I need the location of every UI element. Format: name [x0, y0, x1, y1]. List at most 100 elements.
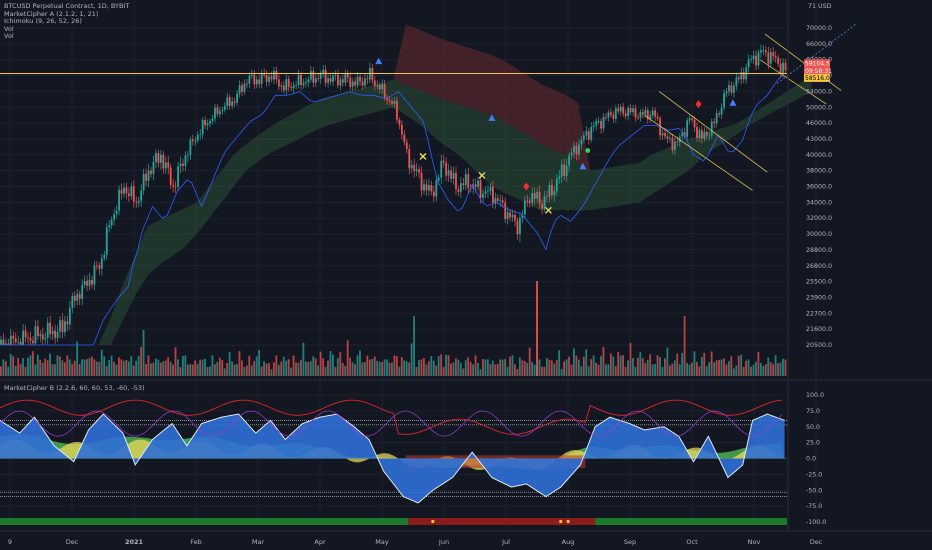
volume-bar [590, 359, 593, 376]
volume-bar [260, 366, 263, 376]
triangle-marker [729, 99, 737, 106]
candle-body [462, 183, 465, 185]
indicator-label[interactable]: Ichimoku (9, 26, 52, 26) [4, 17, 82, 26]
volume-bar [629, 342, 632, 376]
candle-body [354, 81, 357, 86]
candle-body [676, 141, 679, 143]
volume-bar [164, 360, 167, 376]
candle-body [216, 107, 219, 115]
candle-body [400, 124, 403, 135]
x-marker [544, 206, 552, 214]
price-tick-label: 20500.0 [806, 342, 832, 349]
time-tick-label: Dec [66, 538, 79, 546]
price-tick-label: 28800.0 [806, 247, 832, 254]
time-axis[interactable]: 9 Dec 2021 Feb Mar Apr May Jun Jul Aug Sep Oct Nov De… [0, 530, 932, 546]
candle-body [521, 214, 524, 218]
candle-body [418, 169, 420, 173]
volume-bar [742, 366, 745, 376]
volume-bar [268, 362, 270, 376]
candle-body [649, 115, 652, 120]
candle-body [218, 110, 221, 115]
candle-body [646, 110, 649, 120]
volume-bar [654, 363, 656, 376]
volume-bar [442, 366, 445, 376]
volume-bar [720, 359, 723, 376]
oscillator-legend[interactable]: MarketCipher B (2.2.6, 60, 60, 53, -60, … [4, 384, 145, 392]
volume-bar [263, 361, 265, 376]
volume-bar [118, 357, 120, 376]
candle-body [292, 85, 295, 89]
candle-body [713, 121, 716, 124]
candle-body [248, 75, 251, 84]
candle-body [297, 74, 300, 86]
oscillator-axis[interactable]: 100.0 75.0 50.0 25.0 0.0 -25.0 -50.0 -75.0 -100.… [806, 392, 826, 526]
candle-body [238, 85, 241, 94]
candle-body [307, 79, 310, 83]
volume-bar [700, 356, 703, 376]
volume-bar [479, 369, 482, 376]
volume-bar [570, 364, 573, 376]
candle-body [430, 185, 433, 192]
candle-body [68, 307, 71, 325]
volume-bar [46, 360, 49, 376]
symbol-title[interactable]: BTCUSD Perpetual Contract, 1D, BYBIT [4, 2, 130, 10]
volume-bar [656, 355, 659, 376]
volume-bar [708, 362, 711, 376]
candle-body [560, 164, 563, 177]
candle-body [570, 152, 573, 156]
candle-body [632, 108, 634, 113]
candle-body [760, 50, 762, 53]
candle-body [268, 76, 270, 82]
candle-body [187, 155, 189, 157]
indicator-label[interactable]: Vol [4, 24, 14, 33]
indicator-label[interactable]: MarketCipher A (2.1.2, 1, 21) [4, 9, 99, 18]
volume-bar [383, 359, 386, 376]
candle-body [305, 82, 307, 84]
volume-bar [179, 367, 182, 376]
price-badge-label: 59104.5 [805, 61, 830, 68]
indicator-label[interactable]: Vol [4, 32, 14, 41]
candle-body [22, 330, 25, 345]
candle-body [329, 78, 332, 82]
candle-body [49, 322, 52, 335]
volume-bar [297, 362, 300, 376]
volume-bar [221, 360, 224, 376]
candle-body [612, 114, 615, 119]
candle-body [784, 62, 787, 71]
candle-body [600, 120, 602, 129]
price-badge [804, 59, 830, 68]
candle-body [78, 293, 81, 299]
price-badge-label: 58516.0 [805, 75, 830, 82]
x-marker [478, 171, 486, 179]
candle-body [344, 74, 347, 83]
candle-body [204, 119, 207, 126]
candle-body [332, 75, 334, 82]
volume-bar [752, 364, 755, 376]
volume-bar [651, 364, 654, 376]
volume-bar [31, 351, 34, 376]
volume-bar [447, 355, 450, 376]
volume-bar [137, 356, 140, 376]
price-tick-label: 40000.0 [806, 152, 832, 159]
candle-body [118, 189, 120, 211]
candle-body [309, 71, 312, 80]
candle-body [705, 131, 708, 136]
price-axis[interactable]: 71 USD70000.066000.062000.058000.054000.… [787, 0, 832, 530]
volume-bar [491, 360, 494, 376]
candle-body [100, 258, 103, 269]
volume-bar [531, 361, 534, 376]
candle-body [56, 331, 59, 338]
candle-body [51, 330, 54, 335]
candle-body [110, 219, 113, 226]
candle-body [447, 170, 450, 176]
candle-body [273, 70, 275, 80]
oscillator-pane [0, 379, 932, 525]
candle-body [135, 201, 138, 203]
candle-body [757, 52, 760, 66]
volume-bar [725, 364, 728, 376]
candle-body [482, 193, 484, 198]
volume-bar [327, 360, 329, 376]
volume-bar [61, 360, 64, 376]
triangle-marker [488, 114, 496, 121]
